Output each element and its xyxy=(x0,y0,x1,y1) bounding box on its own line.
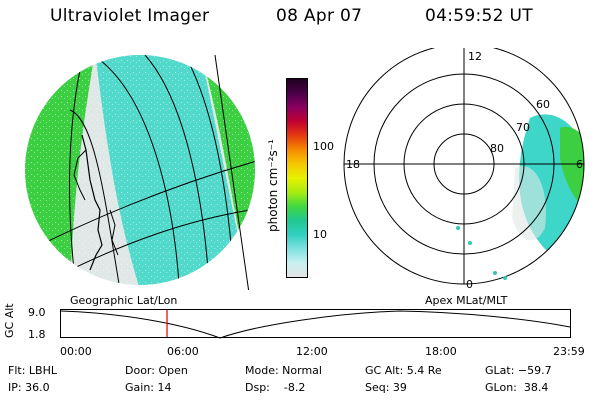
status-seq: Seq: 39 xyxy=(365,381,407,394)
polar-plot: 12 18 6 0 60 70 80 xyxy=(343,48,585,291)
timeline-tick-0600: 06:00 xyxy=(167,345,199,358)
timeline-tick-1200: 12:00 xyxy=(296,345,328,358)
header-time: 04:59:52 UT xyxy=(425,6,533,26)
mlt-label-0: 0 xyxy=(466,278,473,291)
status-glon: GLon: 38.4 xyxy=(485,381,549,394)
status-gain: Gain: 14 xyxy=(125,381,172,394)
left-panel-caption: Geographic Lat/Lon xyxy=(70,294,178,307)
timeline-tick-1800: 18:00 xyxy=(425,345,457,358)
colorbar-tick-10: 10 xyxy=(313,228,327,241)
status-gc-alt: GC Alt: 5.4 Re xyxy=(365,364,442,377)
lat-label-80: 80 xyxy=(490,142,504,155)
app-title: Ultraviolet Imager xyxy=(50,6,210,26)
timeline-plot xyxy=(60,309,571,339)
header-date: 08 Apr 07 xyxy=(276,6,363,26)
right-panel-caption: Apex MLat/MLT xyxy=(425,294,508,307)
mlt-label-6: 6 xyxy=(576,158,583,171)
mlt-label-18: 18 xyxy=(346,158,360,171)
status-ip: IP: 36.0 xyxy=(8,381,50,394)
status-door: Door: Open xyxy=(125,364,188,377)
geographic-image xyxy=(25,54,255,290)
status-filter: Flt: LBHL xyxy=(8,364,57,377)
timeline-ymax: 9.0 xyxy=(28,306,46,319)
status-glat: GLat: −59.7 xyxy=(485,364,552,377)
colorbar xyxy=(286,78,308,278)
timeline-tick-0000: 00:00 xyxy=(60,345,92,358)
status-mode: Mode: Normal xyxy=(245,364,322,377)
mlt-label-12: 12 xyxy=(468,50,482,63)
status-dsp: Dsp: -8.2 xyxy=(245,381,306,394)
colorbar-tick-100: 100 xyxy=(313,140,334,153)
colorbar-label: photon cm⁻²s⁻¹ xyxy=(266,139,280,232)
timeline-ymin: 1.8 xyxy=(28,328,46,341)
colorbar-gradient xyxy=(287,79,307,277)
lat-label-70: 70 xyxy=(516,121,530,134)
lat-label-60: 60 xyxy=(536,98,550,111)
timeline-tick-2359: 23:59 xyxy=(553,345,585,358)
timeline-ylabel: GC Alt xyxy=(3,303,16,338)
